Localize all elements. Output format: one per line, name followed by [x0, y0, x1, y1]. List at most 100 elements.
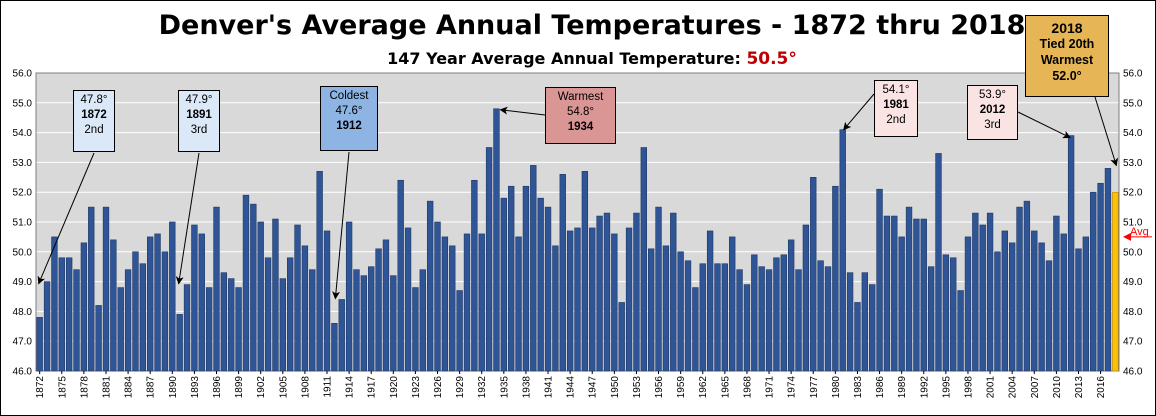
bar-1917 — [368, 266, 375, 372]
bar-1952 — [625, 227, 633, 372]
bar-1986 — [876, 188, 883, 372]
bar-1879 — [88, 206, 95, 372]
bar-1922 — [404, 227, 412, 372]
bar-2007 — [1031, 230, 1038, 372]
bar-1960 — [684, 260, 692, 372]
x-tick-label-1902: 1902 — [256, 376, 267, 399]
bar-1995 — [942, 254, 950, 372]
bar-2011 — [1060, 233, 1067, 372]
y-tick-label-left: 47.0 — [13, 337, 33, 348]
bar-1959 — [677, 251, 684, 372]
bar-1918 — [375, 248, 382, 372]
x-tick-label-1920: 1920 — [389, 376, 400, 399]
annotation-1912-line-3: 1912 — [336, 120, 362, 132]
y-tick-label-right: 50.0 — [1123, 247, 1143, 258]
annotation-1872-line-3: 2nd — [84, 124, 104, 136]
bar-1985 — [869, 284, 876, 372]
bar-1876 — [65, 257, 73, 372]
bar-1973 — [780, 254, 787, 372]
bar-1878 — [80, 242, 88, 372]
bar-1962 — [699, 263, 706, 372]
bar-1930 — [463, 233, 471, 372]
annotation-arrow-1934 — [499, 106, 546, 116]
bar-1947 — [589, 227, 596, 372]
bar-1931 — [471, 179, 478, 372]
y-tick-label-left: 51.0 — [13, 218, 33, 229]
x-tick-label-1878: 1878 — [79, 376, 90, 399]
bar-1909 — [309, 269, 316, 372]
bar-1895 — [205, 287, 213, 372]
bar-1964 — [714, 263, 721, 372]
bar-1989 — [898, 236, 905, 372]
bar-1892 — [183, 284, 191, 372]
x-tick-label-2013: 2013 — [1074, 376, 1085, 399]
x-tick-label-1887: 1887 — [146, 376, 157, 399]
bar-1899 — [235, 287, 242, 372]
bar-1898 — [228, 278, 235, 372]
bar-1914 — [345, 221, 353, 372]
annotation-1981-line-2: 1981 — [883, 99, 909, 111]
bar-1991 — [913, 218, 920, 372]
chart-title: Denver's Average Annual Temperatures - 1… — [158, 10, 1026, 41]
y-tick-label-left: 52.0 — [13, 188, 33, 199]
bar-1884 — [124, 269, 132, 372]
bar-2003 — [1001, 230, 1008, 372]
x-tick-label-1893: 1893 — [190, 376, 201, 399]
annotation-1934-line-1: Warmest — [557, 91, 604, 103]
x-tick-label-1953: 1953 — [632, 376, 643, 399]
bar-2002 — [994, 251, 1001, 372]
bar-1929 — [456, 290, 463, 372]
x-tick-label-1884: 1884 — [124, 376, 135, 399]
annotation-1912-line-1: Coldest — [329, 90, 369, 102]
bar-1894 — [198, 233, 205, 372]
x-tick-label-1917: 1917 — [367, 376, 378, 399]
bar-1944 — [566, 230, 574, 372]
bar-1915 — [353, 269, 360, 372]
bar-1880 — [95, 305, 102, 372]
bar-1916 — [360, 275, 368, 372]
annotation-arrow-1981 — [843, 93, 875, 131]
bar-2014 — [1082, 236, 1090, 372]
x-tick-label-1944: 1944 — [566, 376, 577, 399]
annotation-1981-line-3: 2nd — [886, 114, 906, 126]
y-tick-label-left: 53.0 — [13, 158, 33, 169]
bar-1905 — [279, 278, 286, 372]
x-tick-label-1947: 1947 — [588, 376, 599, 399]
bar-1889 — [161, 251, 169, 372]
bar-1984 — [861, 272, 868, 372]
y-tick-label-left: 55.0 — [13, 98, 33, 109]
bar-1924 — [419, 269, 426, 372]
bar-1911 — [323, 230, 331, 372]
bar-1888 — [154, 233, 161, 372]
bar-1900 — [242, 194, 250, 372]
x-tick-label-1962: 1962 — [698, 376, 709, 399]
bar-1937 — [515, 236, 522, 372]
bar-1990 — [905, 206, 913, 372]
x-tick-label-1995: 1995 — [941, 376, 952, 399]
y-tick-label-right: 46.0 — [1123, 367, 1143, 378]
bar-1970 — [758, 266, 765, 372]
bar-1873 — [43, 281, 51, 372]
annotation-2018-line-4: 52.0° — [1052, 69, 1082, 83]
bar-1921 — [397, 179, 404, 372]
annotation-arrow-2018 — [1094, 96, 1119, 167]
bar-1948 — [596, 215, 603, 372]
bar-1958 — [670, 212, 677, 372]
bar-1874 — [51, 236, 58, 372]
avg-arrow-icon — [1123, 232, 1131, 241]
annotation-1912-line-2: 47.6° — [335, 105, 363, 117]
y-tick-label-left: 54.0 — [13, 128, 33, 139]
bar-1980 — [832, 185, 839, 372]
y-tick-label-right: 53.0 — [1123, 158, 1143, 169]
x-tick-label-2016: 2016 — [1096, 376, 1107, 399]
y-tick-label-left: 49.0 — [13, 277, 33, 288]
annotation-2012-line-3: 3rd — [984, 119, 1001, 131]
y-tick-label-left: 56.0 — [13, 69, 33, 80]
bar-1971 — [765, 269, 773, 372]
bar-1953 — [633, 212, 640, 372]
bar-1882 — [110, 239, 117, 372]
x-tick-label-2007: 2007 — [1030, 376, 1041, 399]
bar-1903 — [264, 257, 272, 372]
bar-1919 — [382, 239, 390, 372]
bar-2013 — [1075, 248, 1082, 372]
